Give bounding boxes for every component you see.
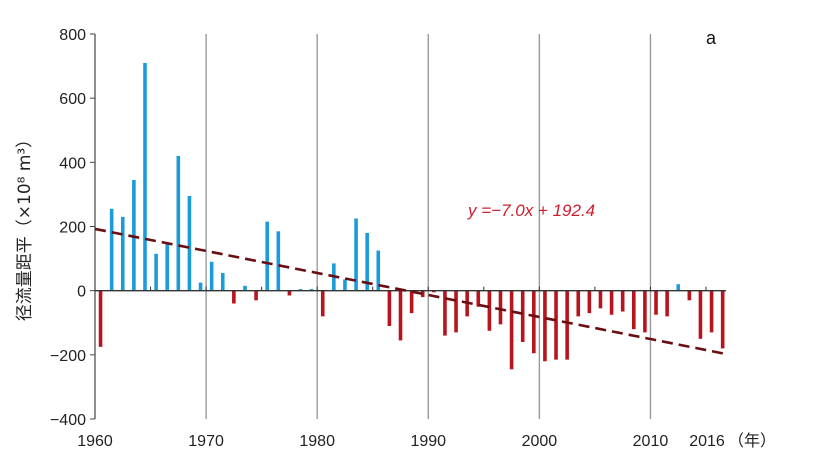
y-tick-label-200: 200: [59, 220, 86, 237]
trend-line-group: [94, 227, 725, 355]
bar-1987: [398, 290, 403, 341]
bar-2012: [676, 284, 681, 291]
bar-1980: [320, 290, 325, 317]
anomaly-bars: [98, 62, 725, 370]
vertical-gridlines: [205, 34, 652, 419]
bar-1998: [520, 290, 525, 342]
panel-label: a: [706, 28, 717, 48]
bar-1969: [198, 282, 203, 291]
bar-2007: [620, 290, 625, 312]
bar-1995: [487, 290, 492, 331]
bar-1983: [354, 218, 358, 291]
bar-1994: [476, 290, 481, 307]
bar-2015: [709, 290, 714, 333]
bar-1989: [420, 290, 425, 298]
bar-1985: [376, 250, 381, 291]
bar-1964: [143, 62, 147, 291]
trend-line: [94, 227, 725, 355]
axes: [90, 33, 726, 420]
bar-1966: [165, 244, 170, 291]
bar-1967: [176, 155, 181, 291]
bar-1975: [265, 221, 269, 291]
bar-1984: [365, 232, 369, 291]
x-tick-label-2000: 2000: [522, 433, 558, 450]
bar-2004: [587, 290, 592, 314]
x-tick-label-2016: 2016: [689, 433, 725, 450]
bar-1976: [276, 231, 281, 291]
trend-equation: y =−7.0x + 192.4: [467, 201, 595, 220]
y-axis-label: 径流量距平（×10⁸ m³）: [15, 131, 35, 321]
y-tick-label-800: 800: [59, 27, 86, 44]
y-tick-label-0: 0: [77, 284, 86, 301]
bar-2000: [543, 290, 547, 362]
bar-1982: [343, 279, 347, 291]
bar-1986: [387, 290, 392, 326]
bar-1965: [154, 253, 158, 291]
bar-2016: [720, 290, 725, 349]
bar-2005: [598, 290, 603, 309]
y-tick-labels: −400 −200 0 200 400 600 800: [50, 27, 86, 429]
x-tick-label-1980: 1980: [299, 433, 335, 450]
bar-1978: [298, 289, 303, 291]
x-tick-label-2010: 2010: [633, 433, 669, 450]
bar-1979: [309, 289, 314, 291]
bar-1961: [109, 208, 114, 291]
bar-1996: [498, 290, 503, 325]
bar-1974: [254, 290, 258, 301]
bar-2014: [698, 290, 703, 339]
bar-2002: [565, 290, 569, 360]
bar-1997: [509, 290, 514, 370]
bar-2008: [631, 290, 636, 330]
bar-1977: [287, 290, 292, 296]
bar-1990: [432, 290, 436, 293]
y-tick-label--200: −200: [50, 348, 86, 365]
bar-1988: [409, 290, 414, 314]
x-tick-label-1990: 1990: [410, 433, 446, 450]
bar-1991: [443, 290, 447, 336]
bar-2006: [609, 290, 614, 315]
bar-2009: [643, 290, 647, 333]
bar-2010: [654, 290, 658, 315]
y-tick-label--400: −400: [50, 412, 86, 429]
bar-1999: [532, 290, 536, 354]
bar-1962: [120, 216, 125, 291]
x-tick-label-1960: 1960: [77, 433, 113, 450]
y-tick-label-600: 600: [59, 91, 86, 108]
x-axis-unit: （年）: [728, 432, 776, 450]
bar-1992: [454, 290, 458, 333]
x-tick-labels: 1960 1970 1980 1990 2000 2010 2016 （年）: [77, 432, 776, 450]
bar-1971: [220, 273, 225, 291]
bar-1968: [187, 196, 192, 291]
y-tick-label-400: 400: [59, 155, 86, 172]
bar-2011: [665, 290, 669, 317]
bar-2003: [576, 290, 581, 317]
bar-1973: [243, 285, 247, 291]
bar-1970: [209, 261, 214, 291]
x-tick-label-1970: 1970: [188, 433, 224, 450]
bar-2001: [554, 290, 558, 360]
bar-1972: [232, 290, 236, 304]
bar-1960: [98, 290, 103, 347]
bar-2013: [687, 290, 692, 301]
